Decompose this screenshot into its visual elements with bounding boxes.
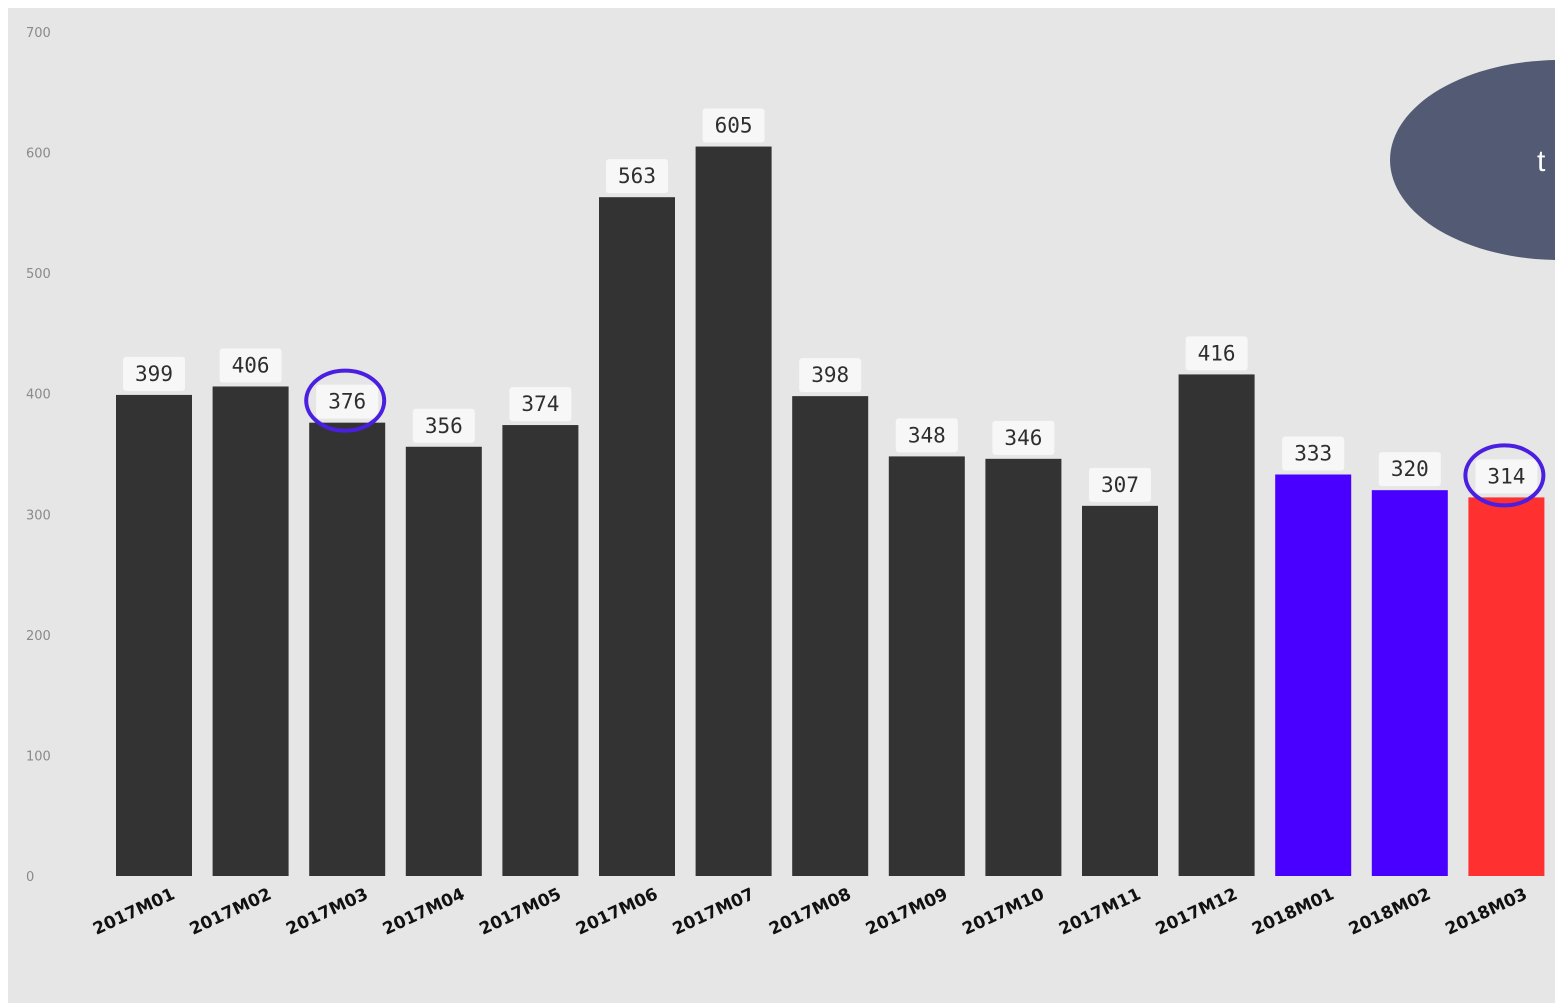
bar (116, 394, 192, 876)
bar (599, 197, 675, 876)
data-label-box (992, 420, 1055, 455)
data-label: 348 (908, 423, 946, 447)
bar (1082, 505, 1158, 876)
bars: 399 406 376 356 374 563 605 398 348 346 307 416 333 3… (116, 108, 1546, 877)
data-label-box (509, 387, 572, 422)
bar (792, 396, 869, 876)
y-tick-label: 200 (26, 629, 51, 644)
bar (985, 458, 1062, 876)
data-label: 320 (1391, 457, 1429, 481)
bar (309, 422, 386, 876)
bar (1468, 497, 1545, 876)
y-tick-label: 400 (26, 388, 51, 403)
bar (1178, 374, 1255, 876)
y-tick-label: 0 (26, 870, 34, 885)
bar (888, 456, 965, 876)
data-label: 406 (232, 353, 270, 377)
y-tick-label: 700 (26, 26, 51, 41)
bar (695, 146, 772, 877)
data-label: 376 (328, 390, 366, 414)
data-label: 346 (1004, 426, 1042, 450)
data-label-box (606, 159, 668, 194)
highlight-circle (1463, 443, 1546, 508)
data-label-box (702, 108, 765, 143)
data-label: 307 (1101, 473, 1139, 497)
callout-ellipse (1390, 60, 1555, 260)
y-axis: 0 100 200 300 400 500 600 700 (26, 26, 51, 885)
data-label: 416 (1198, 341, 1236, 365)
data-label-box (412, 408, 475, 443)
data-label-box (1185, 336, 1248, 371)
data-label-box (123, 356, 185, 391)
data-label-box (1378, 452, 1441, 487)
y-tick-label: 600 (26, 147, 51, 162)
bar (1371, 490, 1448, 876)
bar (1275, 474, 1352, 876)
bar (405, 446, 482, 876)
callout-text: t (1537, 145, 1546, 178)
bar (212, 386, 289, 876)
data-label-box (1089, 467, 1151, 502)
data-label: 356 (425, 414, 463, 438)
data-label: 605 (715, 114, 753, 138)
data-label: 399 (135, 362, 173, 386)
bar (502, 425, 579, 876)
data-label: 314 (1487, 464, 1525, 488)
y-tick-label: 100 (26, 749, 51, 764)
callout-bubble: t (1390, 60, 1555, 260)
data-label: 333 (1294, 441, 1332, 465)
data-label-box (219, 348, 282, 383)
data-label-box (895, 418, 958, 453)
y-tick-label: 500 (26, 267, 51, 282)
data-label: 398 (811, 363, 849, 387)
y-tick-label: 300 (26, 508, 51, 523)
data-label-box (1282, 436, 1345, 471)
highlight-circle (304, 368, 387, 433)
data-label: 374 (521, 392, 559, 416)
data-label: 563 (618, 164, 656, 188)
data-label-box (1475, 459, 1538, 494)
data-label-box (316, 384, 379, 419)
data-label-box (799, 358, 862, 393)
